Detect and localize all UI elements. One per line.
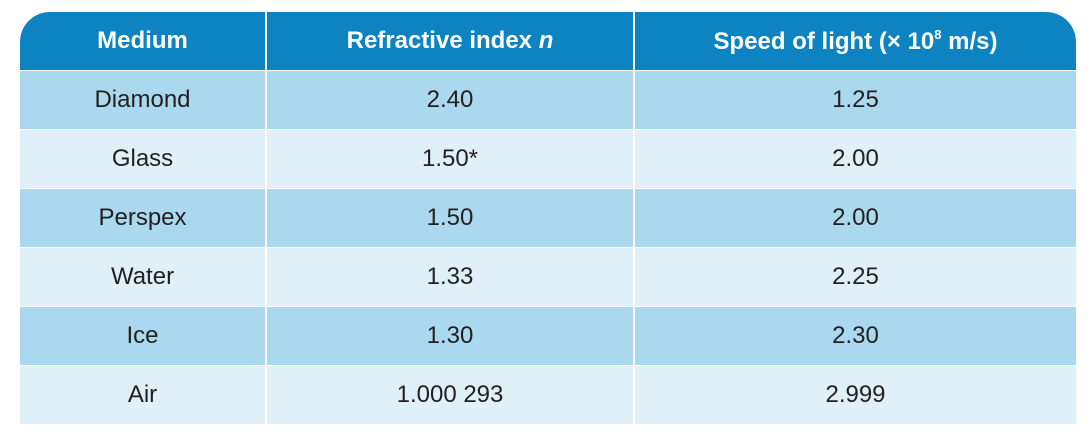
table-row: Diamond 2.40 1.25 [20,70,1076,130]
refractive-index-table: Medium Refractive index n Speed of light… [20,12,1076,424]
cell-medium: Water [20,247,267,307]
header-speed-of-light: Speed of light (× 108 m/s) [634,12,1076,71]
table-row: Air 1.000 293 2.999 [20,365,1076,424]
cell-speed: 2.00 [634,188,1076,248]
cell-medium: Glass [20,129,267,189]
table-body: Diamond 2.40 1.25 Glass 1.50* 2.00 Persp… [20,70,1076,424]
cell-refractive-index: 1.000 293 [266,365,635,424]
header-refractive-symbol: n [538,27,554,54]
cell-medium: Perspex [20,188,267,248]
cell-speed: 2.30 [634,306,1076,366]
cell-refractive-index: 2.40 [266,70,635,130]
header-speed-exponent: 8 [934,26,942,42]
header-medium-label: Medium [97,27,188,54]
header-refractive-index: Refractive index n [266,12,635,71]
cell-speed: 2.999 [634,365,1076,424]
table-row: Water 1.33 2.25 [20,247,1076,307]
cell-medium: Diamond [20,70,267,130]
cell-speed: 1.25 [634,70,1076,130]
table-row: Glass 1.50* 2.00 [20,129,1076,189]
cell-medium: Ice [20,306,267,366]
header-medium: Medium [20,12,267,71]
header-speed-prefix: Speed of light (× 10 [713,27,935,55]
table-header: Medium Refractive index n Speed of light… [20,12,1076,71]
header-row: Medium Refractive index n Speed of light… [20,12,1076,71]
header-refractive-label: Refractive index [346,27,533,54]
cell-speed: 2.25 [634,247,1076,307]
refractive-index-table-container: Medium Refractive index n Speed of light… [20,12,1076,424]
cell-refractive-index: 1.33 [266,247,635,307]
cell-medium: Air [20,365,267,424]
table-row: Ice 1.30 2.30 [20,306,1076,366]
cell-refractive-index: 1.50 [266,188,635,248]
cell-refractive-index: 1.50* [266,129,635,189]
header-speed-suffix: m/s) [941,27,998,55]
cell-speed: 2.00 [634,129,1076,189]
cell-refractive-index: 1.30 [266,306,635,366]
table-row: Perspex 1.50 2.00 [20,188,1076,248]
